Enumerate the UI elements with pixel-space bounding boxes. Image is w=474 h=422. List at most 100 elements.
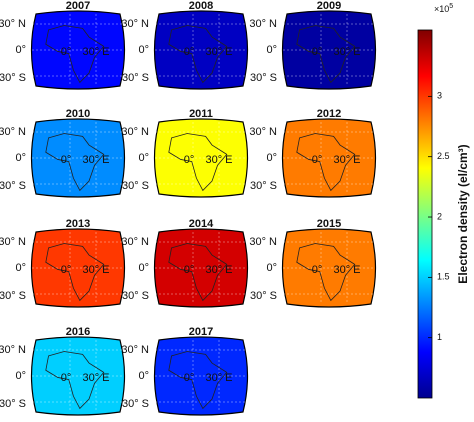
lon-label: 0°: [184, 264, 195, 276]
coastline: [45, 133, 105, 192]
lat-label: 30° N: [0, 344, 26, 356]
panel-title: 2017: [189, 326, 213, 338]
lat-label: 0°: [138, 370, 149, 382]
lat-label: 0°: [15, 370, 26, 382]
map-panel: 2008 30° N 0° 30° S 0° 30° E: [121, 0, 249, 90]
lon-label: 30° E: [82, 372, 109, 384]
lat-label: 30° N: [121, 18, 149, 30]
lon-label: 0°: [61, 154, 72, 166]
lon-label: 30° E: [205, 154, 232, 166]
lat-label: 30° S: [0, 72, 26, 84]
panel-title: 2008: [189, 0, 213, 12]
coastline: [45, 243, 105, 302]
lat-label: 0°: [138, 152, 149, 164]
lat-label: 30° S: [122, 72, 149, 84]
exponent: 5: [449, 3, 453, 10]
coastline: [296, 133, 356, 192]
colorbar-label: Electron density (el/cm³): [456, 144, 470, 283]
lon-label: 0°: [184, 46, 195, 58]
coastline: [296, 25, 356, 84]
lon-label: 30° E: [205, 264, 232, 276]
map-panel: 2016 30° N 0° 30° S 0° 30° E: [0, 326, 126, 416]
panel-title: 2015: [317, 218, 341, 230]
colorbar: [417, 29, 433, 399]
panel-title: 2014: [189, 218, 214, 230]
lat-label: 0°: [15, 44, 26, 56]
colorbar-tick-label: 3: [437, 91, 442, 101]
multiplier: ×10: [434, 4, 449, 14]
panel-title: 2012: [317, 108, 341, 120]
panel-title: 2013: [66, 218, 90, 230]
coastline: [45, 25, 105, 84]
lat-label: 0°: [266, 262, 277, 274]
lat-label: 30° S: [250, 290, 277, 302]
lat-label: 30° N: [0, 18, 26, 30]
lon-label: 0°: [312, 264, 323, 276]
lat-label: 30° N: [0, 236, 26, 248]
lat-label: 0°: [138, 262, 149, 274]
lat-label: 30° N: [121, 344, 149, 356]
lon-label: 30° E: [82, 154, 109, 166]
map-panel: 2013 30° N 0° 30° S 0° 30° E: [0, 218, 126, 308]
colorbar-tick-label: 1.5: [437, 272, 450, 282]
lon-label: 30° E: [333, 154, 360, 166]
lat-label: 30° N: [121, 236, 149, 248]
map-panel: 2017 30° N 0° 30° S 0° 30° E: [121, 326, 249, 416]
map-panel: 2007 30° N 0° 30° S 0° 30° E: [0, 0, 126, 90]
lat-label: 30° N: [249, 18, 277, 30]
lat-label: 30° S: [0, 290, 26, 302]
lat-label: 30° S: [122, 290, 149, 302]
panel-title: 2010: [66, 108, 90, 120]
lon-label: 0°: [61, 46, 72, 58]
lat-label: 30° S: [122, 180, 149, 192]
coastline: [168, 133, 228, 192]
map-panel: 2014 30° N 0° 30° S 0° 30° E: [121, 218, 249, 308]
panel-title: 2011: [189, 108, 213, 120]
lat-label: 30° N: [249, 236, 277, 248]
map-panel: 2012 30° N 0° 30° S 0° 30° E: [249, 108, 377, 198]
lat-label: 30° N: [0, 126, 26, 138]
colorbar-tick-label: 2.5: [437, 151, 450, 161]
lon-label: 30° E: [333, 46, 360, 58]
lat-label: 30° S: [250, 180, 277, 192]
lat-label: 0°: [138, 44, 149, 56]
lon-label: 30° E: [82, 46, 109, 58]
lat-label: 30° N: [121, 126, 149, 138]
lat-label: 30° N: [249, 126, 277, 138]
lat-label: 30° S: [0, 398, 26, 410]
coastline: [168, 25, 228, 84]
lon-label: 0°: [184, 372, 195, 384]
lon-label: 0°: [61, 372, 72, 384]
lon-label: 30° E: [82, 264, 109, 276]
map-panel: 2011 30° N 0° 30° S 0° 30° E: [121, 108, 249, 198]
lat-label: 30° S: [0, 180, 26, 192]
lon-label: 30° E: [205, 46, 232, 58]
coastline: [45, 351, 105, 410]
lat-label: 0°: [266, 44, 277, 56]
lon-label: 0°: [184, 154, 195, 166]
colorbar-tick-label: 1: [437, 332, 442, 342]
lat-label: 0°: [266, 152, 277, 164]
coastline: [296, 243, 356, 302]
lat-label: 30° S: [122, 398, 149, 410]
lon-label: 0°: [312, 46, 323, 58]
lat-label: 0°: [15, 262, 26, 274]
lat-label: 0°: [15, 152, 26, 164]
colorbar-tick-label: 2: [437, 211, 442, 221]
map-panel: 2009 30° N 0° 30° S 0° 30° E: [249, 0, 377, 90]
panel-title: 2007: [66, 0, 90, 12]
lon-label: 0°: [312, 154, 323, 166]
lon-label: 0°: [61, 264, 72, 276]
panel-title: 2009: [317, 0, 341, 12]
lon-label: 30° E: [333, 264, 360, 276]
map-panel: 2015 30° N 0° 30° S 0° 30° E: [249, 218, 377, 308]
lat-label: 30° S: [250, 72, 277, 84]
panel-title: 2016: [66, 326, 90, 338]
coastline: [168, 243, 228, 302]
map-panel: 2010 30° N 0° 30° S 0° 30° E: [0, 108, 126, 198]
lon-label: 30° E: [205, 372, 232, 384]
coastline: [168, 351, 228, 410]
colorbar-multiplier: ×105: [434, 3, 453, 15]
